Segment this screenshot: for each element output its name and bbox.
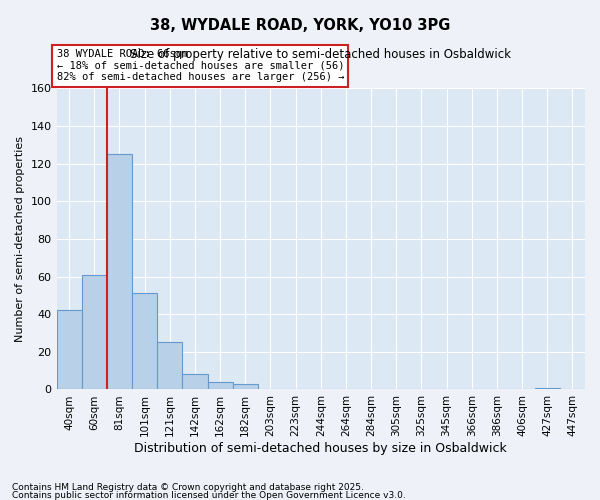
X-axis label: Distribution of semi-detached houses by size in Osbaldwick: Distribution of semi-detached houses by …	[134, 442, 507, 455]
Text: Contains HM Land Registry data © Crown copyright and database right 2025.: Contains HM Land Registry data © Crown c…	[12, 484, 364, 492]
Bar	[82, 274, 107, 390]
Bar	[157, 342, 182, 390]
Bar	[182, 374, 208, 390]
Title: Size of property relative to semi-detached houses in Osbaldwick: Size of property relative to semi-detach…	[130, 48, 511, 61]
Text: 38 WYDALE ROAD: 66sqm
← 18% of semi-detached houses are smaller (56)
82% of semi: 38 WYDALE ROAD: 66sqm ← 18% of semi-deta…	[56, 49, 344, 82]
Bar	[233, 384, 258, 390]
Bar	[132, 294, 157, 390]
Text: Contains public sector information licensed under the Open Government Licence v3: Contains public sector information licen…	[12, 490, 406, 500]
Bar	[56, 310, 82, 390]
Bar	[107, 154, 132, 390]
Y-axis label: Number of semi-detached properties: Number of semi-detached properties	[15, 136, 25, 342]
Bar	[208, 382, 233, 390]
Bar	[535, 388, 560, 390]
Text: 38, WYDALE ROAD, YORK, YO10 3PG: 38, WYDALE ROAD, YORK, YO10 3PG	[150, 18, 450, 32]
